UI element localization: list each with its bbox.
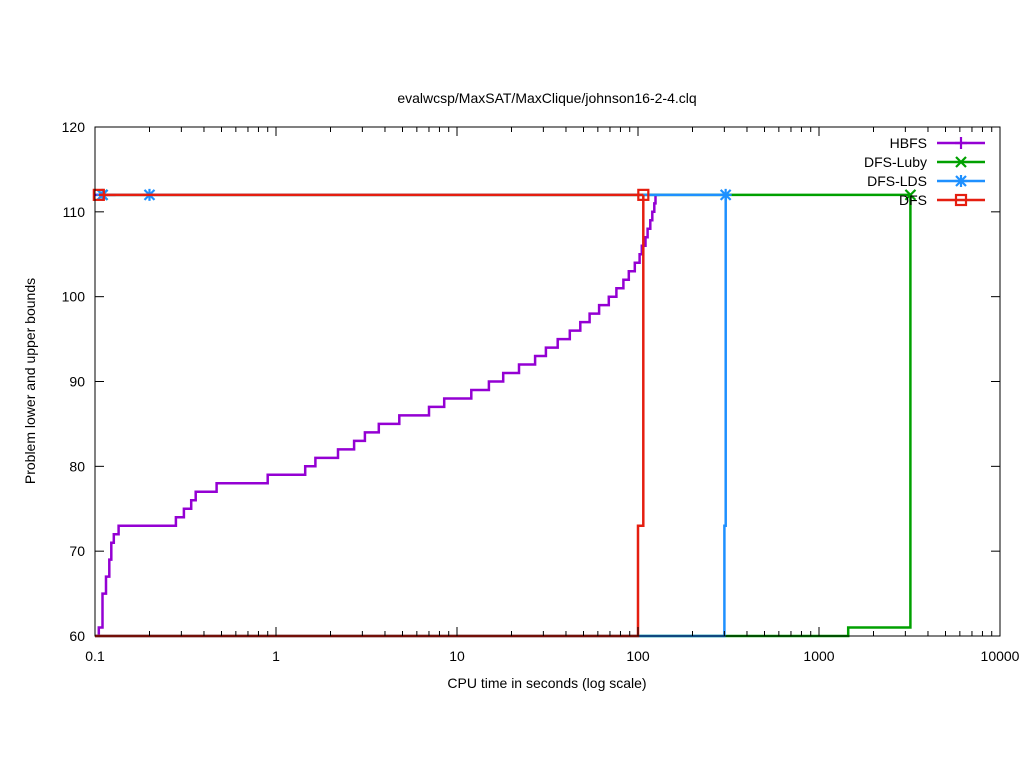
x-tick-label: 1000 [803, 648, 834, 664]
y-tick-label: 90 [69, 374, 85, 390]
y-tick-label: 70 [69, 543, 85, 559]
y-axis-label: Problem lower and upper bounds [22, 278, 38, 484]
data-point-dfs-lds [719, 188, 732, 201]
y-tick-label: 60 [69, 628, 85, 644]
y-tick-label: 80 [69, 458, 85, 474]
series-dfs-lds [95, 188, 732, 638]
legend-marker [955, 175, 967, 187]
legend-label: DFS-LDS [867, 173, 927, 189]
chart-title: evalwcsp/MaxSAT/MaxClique/johnson16-2-4.… [397, 90, 696, 106]
plot-frame [94, 126, 1001, 637]
data-point-dfs [637, 188, 650, 201]
legend-item-dfs-lds: DFS-LDS [867, 173, 985, 189]
y-tick-label: 110 [63, 204, 86, 220]
series-layer [92, 188, 917, 638]
data-point-dfs-luby [904, 189, 917, 201]
x-tick-label: 10000 [981, 648, 1020, 664]
legend-item-dfs: DFS [899, 192, 985, 208]
series-line-lower-dfs [95, 194, 645, 638]
legend-label: HBFS [890, 135, 927, 151]
x-tick-label: 100 [626, 648, 650, 664]
legend: HBFS DFS-Luby DFS-LDS DFS [864, 135, 985, 208]
series-dfs [92, 188, 650, 638]
legend-marker [955, 137, 967, 149]
legend-marker [954, 193, 968, 207]
x-axis-label: CPU time in seconds (log scale) [447, 675, 646, 691]
x-tick-label: 1 [272, 648, 280, 664]
series-line-lower-hbfs [95, 193, 660, 638]
y-tick-label: 100 [62, 289, 86, 305]
legend-item-dfs-luby: DFS-Luby [864, 154, 985, 170]
legend-marker [955, 156, 967, 168]
series-hbfs [95, 193, 660, 638]
legend-label: DFS [899, 192, 927, 208]
y-tick-label: 120 [62, 119, 86, 135]
x-tick-label: 0.1 [85, 648, 105, 664]
series-dfs-luby [95, 189, 917, 638]
legend-item-hbfs: HBFS [890, 135, 985, 151]
data-point-dfs [92, 188, 105, 201]
legend-label: DFS-Luby [864, 154, 927, 170]
x-tick-label: 10 [449, 648, 465, 664]
series-line-lower-dfs-luby [95, 194, 912, 638]
